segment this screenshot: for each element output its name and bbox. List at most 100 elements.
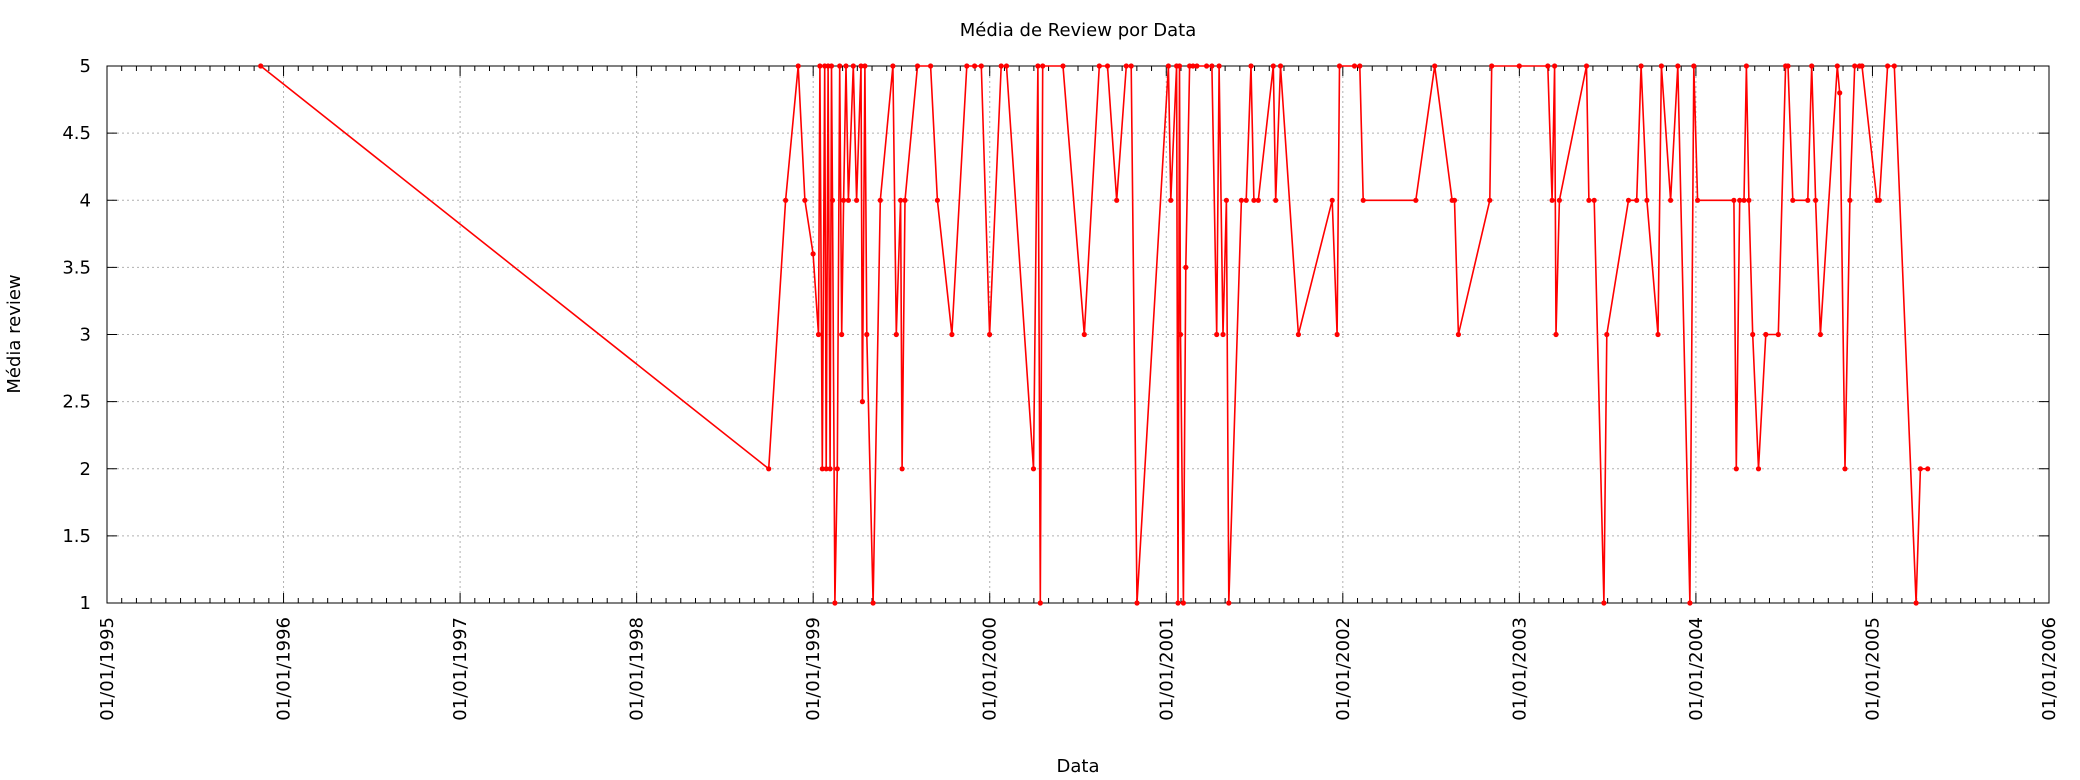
data-point	[1634, 197, 1640, 203]
data-point	[1731, 197, 1737, 203]
y-tick-label: 3.5	[62, 257, 91, 278]
data-point	[1165, 63, 1171, 69]
data-point	[1334, 331, 1340, 338]
data-point	[1270, 63, 1276, 69]
data-point	[1360, 197, 1366, 203]
data-point	[1790, 197, 1796, 203]
data-point	[802, 197, 808, 203]
data-point	[1037, 600, 1043, 606]
x-axis-label: Data	[1057, 756, 1100, 777]
data-point	[1695, 197, 1701, 203]
x-axis-ticks: 01/01/1995 01/01/1996 01/01/1997 01/01/1998…	[97, 66, 2060, 721]
data-point	[1743, 63, 1749, 69]
data-point	[870, 600, 876, 606]
data-point	[1255, 197, 1261, 203]
data-point	[898, 197, 904, 203]
data-point	[1273, 197, 1279, 203]
y-tick-label: 3	[80, 325, 91, 346]
y-tick-label: 4.5	[62, 123, 91, 144]
data-point	[1168, 197, 1174, 203]
data-point	[1668, 197, 1674, 203]
data-point	[827, 466, 833, 472]
data-point	[823, 466, 829, 472]
grid-lines	[107, 66, 2049, 603]
data-point	[1104, 63, 1111, 69]
data-point	[978, 63, 984, 69]
y-tick-label: 2.5	[62, 392, 91, 413]
data-point	[1096, 63, 1102, 69]
data-point	[1040, 63, 1046, 69]
data-point	[1917, 466, 1923, 472]
y-tick-label: 1.5	[62, 526, 91, 547]
data-point	[783, 197, 789, 203]
data-point	[1591, 197, 1597, 203]
data-point	[1175, 600, 1181, 606]
data-point	[839, 331, 845, 338]
data-point	[1487, 197, 1493, 203]
x-tick-label: 01/01/1997	[450, 617, 471, 721]
data-point	[1852, 63, 1858, 69]
data-point	[864, 331, 870, 338]
data-point	[1081, 331, 1087, 338]
data-point	[1451, 197, 1458, 203]
data-point	[1545, 63, 1551, 69]
data-point	[1251, 197, 1257, 203]
x-tick-label: 01/01/1995	[97, 617, 118, 721]
data-point	[1176, 63, 1183, 69]
data-point	[1209, 63, 1215, 69]
data-point	[1885, 63, 1891, 69]
data-point	[1805, 197, 1811, 203]
data-point	[1357, 63, 1363, 69]
data-point	[829, 197, 836, 203]
data-point	[1336, 63, 1343, 69]
data-point	[832, 600, 838, 606]
data-point	[899, 466, 905, 472]
data-point	[1432, 63, 1438, 69]
data-point	[877, 197, 883, 203]
data-point	[1194, 63, 1200, 69]
data-point	[1817, 331, 1823, 338]
data-point	[1183, 264, 1189, 270]
data-point	[1741, 197, 1747, 203]
data-point	[1455, 331, 1461, 338]
data-point	[1329, 197, 1335, 203]
data-point	[1060, 63, 1066, 69]
data-point	[850, 63, 856, 69]
data-point	[1351, 63, 1358, 69]
y-axis-ticks: 1 1.5 2 2.5 3 3.5 4 4.5 5	[62, 56, 2049, 614]
data-point	[1809, 63, 1815, 69]
data-point	[1123, 63, 1129, 69]
data-point	[845, 197, 852, 203]
data-point	[972, 63, 978, 69]
x-tick-label: 01/01/2004	[1686, 617, 1707, 721]
data-point	[1813, 197, 1819, 203]
data-point	[843, 63, 849, 69]
data-point	[1837, 90, 1843, 96]
data-point	[1238, 197, 1244, 203]
data-point	[1625, 197, 1632, 203]
data-point	[854, 197, 860, 203]
data-point	[862, 63, 868, 69]
data-point	[1644, 197, 1650, 203]
data-point	[766, 466, 772, 472]
data-point	[998, 63, 1004, 69]
data-point	[1876, 197, 1882, 203]
data-point	[1755, 466, 1762, 472]
data-point	[1687, 600, 1693, 606]
data-point	[1859, 63, 1865, 69]
data-point	[1035, 63, 1041, 69]
data-point	[1128, 63, 1134, 69]
data-point	[1226, 600, 1232, 606]
data-point	[1691, 63, 1697, 69]
data-point	[1552, 63, 1558, 69]
data-point	[1180, 600, 1186, 606]
data-point	[914, 63, 921, 69]
data-point	[795, 63, 801, 69]
data-point	[1413, 197, 1419, 203]
chart-title: Média de Review por Data	[960, 20, 1197, 41]
data-point	[1204, 63, 1210, 69]
y-tick-label: 2	[80, 459, 91, 480]
plot-area	[258, 63, 1931, 606]
data-point	[1655, 331, 1661, 338]
data-point	[1925, 466, 1931, 472]
